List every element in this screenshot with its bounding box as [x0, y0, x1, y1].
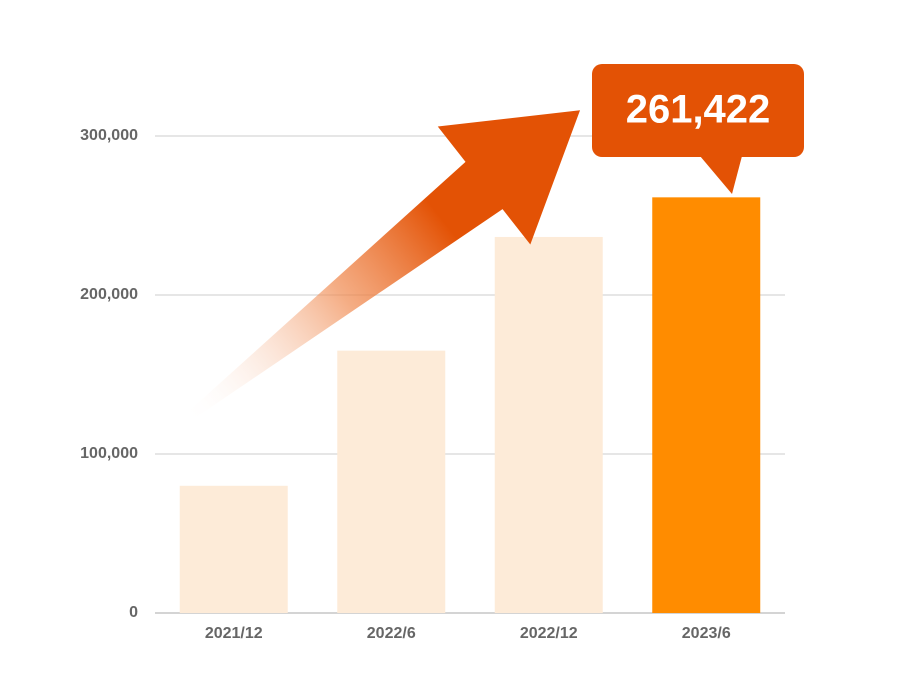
value-label: 261,422: [626, 88, 771, 132]
x-tick-label: 2023/6: [682, 625, 731, 642]
bar: [179, 485, 288, 613]
y-tick-label: 100,000: [80, 445, 138, 462]
x-tick-label: 2022/6: [367, 625, 416, 642]
trend-arrow: [182, 110, 581, 424]
arrow-shape: [182, 110, 581, 424]
callout-box: [592, 64, 804, 157]
labels: 0 100,000 200,000 300,000 2021/12 2022/6 2022/…: [80, 127, 731, 642]
y-tick-label: 200,000: [80, 286, 138, 303]
bars: [179, 197, 761, 613]
callout-pointer: [700, 156, 742, 194]
y-tick-label: 300,000: [80, 127, 138, 144]
bar: [652, 197, 761, 613]
y-tick-label: 0: [129, 604, 138, 621]
bar: [494, 236, 603, 613]
x-tick-label: 2021/12: [205, 625, 263, 642]
callout: 261,422: [592, 64, 804, 194]
x-tick-label: 2022/12: [520, 625, 578, 642]
bar: [337, 350, 446, 613]
